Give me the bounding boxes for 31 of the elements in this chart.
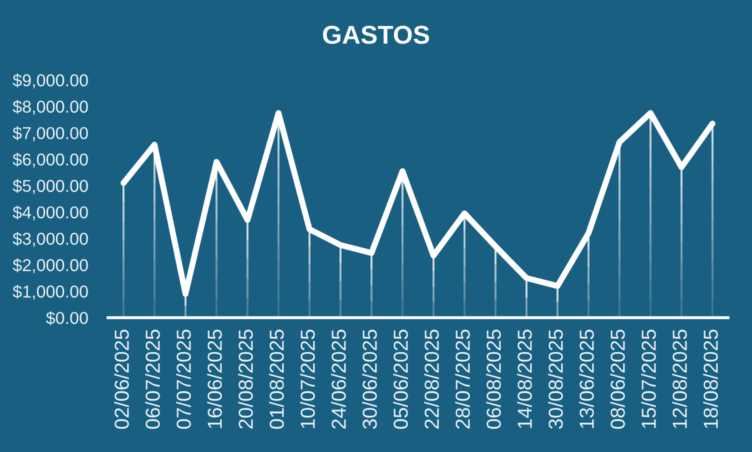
- y-tick-label: $5,000.00: [12, 179, 88, 194]
- x-tick-label: 08/06/2025: [610, 330, 625, 429]
- x-tick-label: 18/08/2025: [703, 330, 718, 428]
- x-tick-label: 07/07/2025: [176, 330, 191, 429]
- x-tick-label: 13/06/2025: [579, 330, 594, 428]
- x-tick-label: 10/07/2025: [300, 330, 315, 428]
- x-tick-label: 06/07/2025: [145, 330, 160, 429]
- y-tick-label: $9,000.00: [12, 74, 88, 88]
- x-tick-label: 22/08/2025: [424, 330, 439, 429]
- y-tick-label: $2,000.00: [12, 258, 88, 274]
- y-tick-label: $4,000.00: [12, 206, 88, 220]
- x-tick-label: 20/08/2025: [238, 330, 253, 429]
- y-tick-label: $8,000.00: [12, 100, 88, 115]
- x-tick-label: 06/08/2025: [486, 330, 501, 429]
- x-tick-label: 14/08/2025: [517, 330, 532, 428]
- x-tick-label: 02/06/2025: [114, 330, 129, 429]
- y-tick-label: $3,000.00: [12, 232, 88, 247]
- x-tick-label: 05/06/2025: [393, 330, 408, 429]
- x-tick-label: 30/08/2025: [548, 330, 563, 429]
- x-tick-label: 28/07/2025: [455, 330, 470, 429]
- x-tick-label: 15/07/2025: [641, 330, 656, 428]
- y-tick-label: $0.00: [46, 311, 88, 326]
- x-tick-label: 12/08/2025: [672, 330, 687, 428]
- x-tick-label: 01/08/2025: [269, 330, 284, 429]
- x-tick-label: 16/06/2025: [207, 330, 222, 428]
- chart-title: GASTOS: [323, 26, 430, 44]
- y-tick-label: $1,000.00: [12, 284, 88, 300]
- y-tick-label: $7,000.00: [12, 126, 88, 142]
- y-tick-label: $6,000.00: [12, 152, 88, 168]
- x-tick-label: 24/06/2025: [331, 330, 346, 429]
- x-tick-label: 30/06/2025: [362, 330, 377, 429]
